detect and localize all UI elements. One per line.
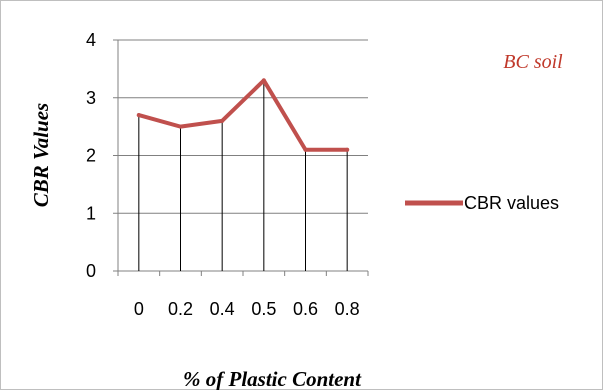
bc-soil-annotation: BC soil [503,51,563,73]
data-point-4 [303,147,308,152]
y-tick-label-3: 3 [86,88,96,108]
legend: CBR values [405,193,559,213]
y-tick-label-0: 0 [86,261,96,281]
data-point-1 [178,124,183,129]
data-point-2 [220,118,225,123]
axes [113,39,369,276]
y-tick-label-4: 4 [86,30,96,50]
data-point-3 [261,78,266,83]
data-point-5 [345,147,350,152]
x-axis-title: % of Plastic Content [183,367,362,390]
x-tick-label-3: 0.5 [251,299,276,319]
x-tick-label-2: 0.4 [210,299,235,319]
x-tick-label-1: 0.2 [168,299,193,319]
data-point-0 [136,113,141,118]
y-tick-label-1: 1 [86,203,96,223]
x-tick-label-5: 0.8 [335,299,360,319]
y-tick-label-2: 2 [86,146,96,166]
x-tick-label-4: 0.6 [293,299,318,319]
legend-label: CBR values [464,193,559,213]
gridlines [118,39,368,214]
y-axis-title: CBR Values [29,103,53,207]
x-tick-label-0: 0 [134,299,144,319]
tick-labels: 0 1 2 3 4 0 0.2 0.4 0.5 0.6 0.8 [86,30,360,319]
series-line-0 [136,78,350,152]
series-layer [136,78,350,152]
drop-lines [138,80,348,271]
